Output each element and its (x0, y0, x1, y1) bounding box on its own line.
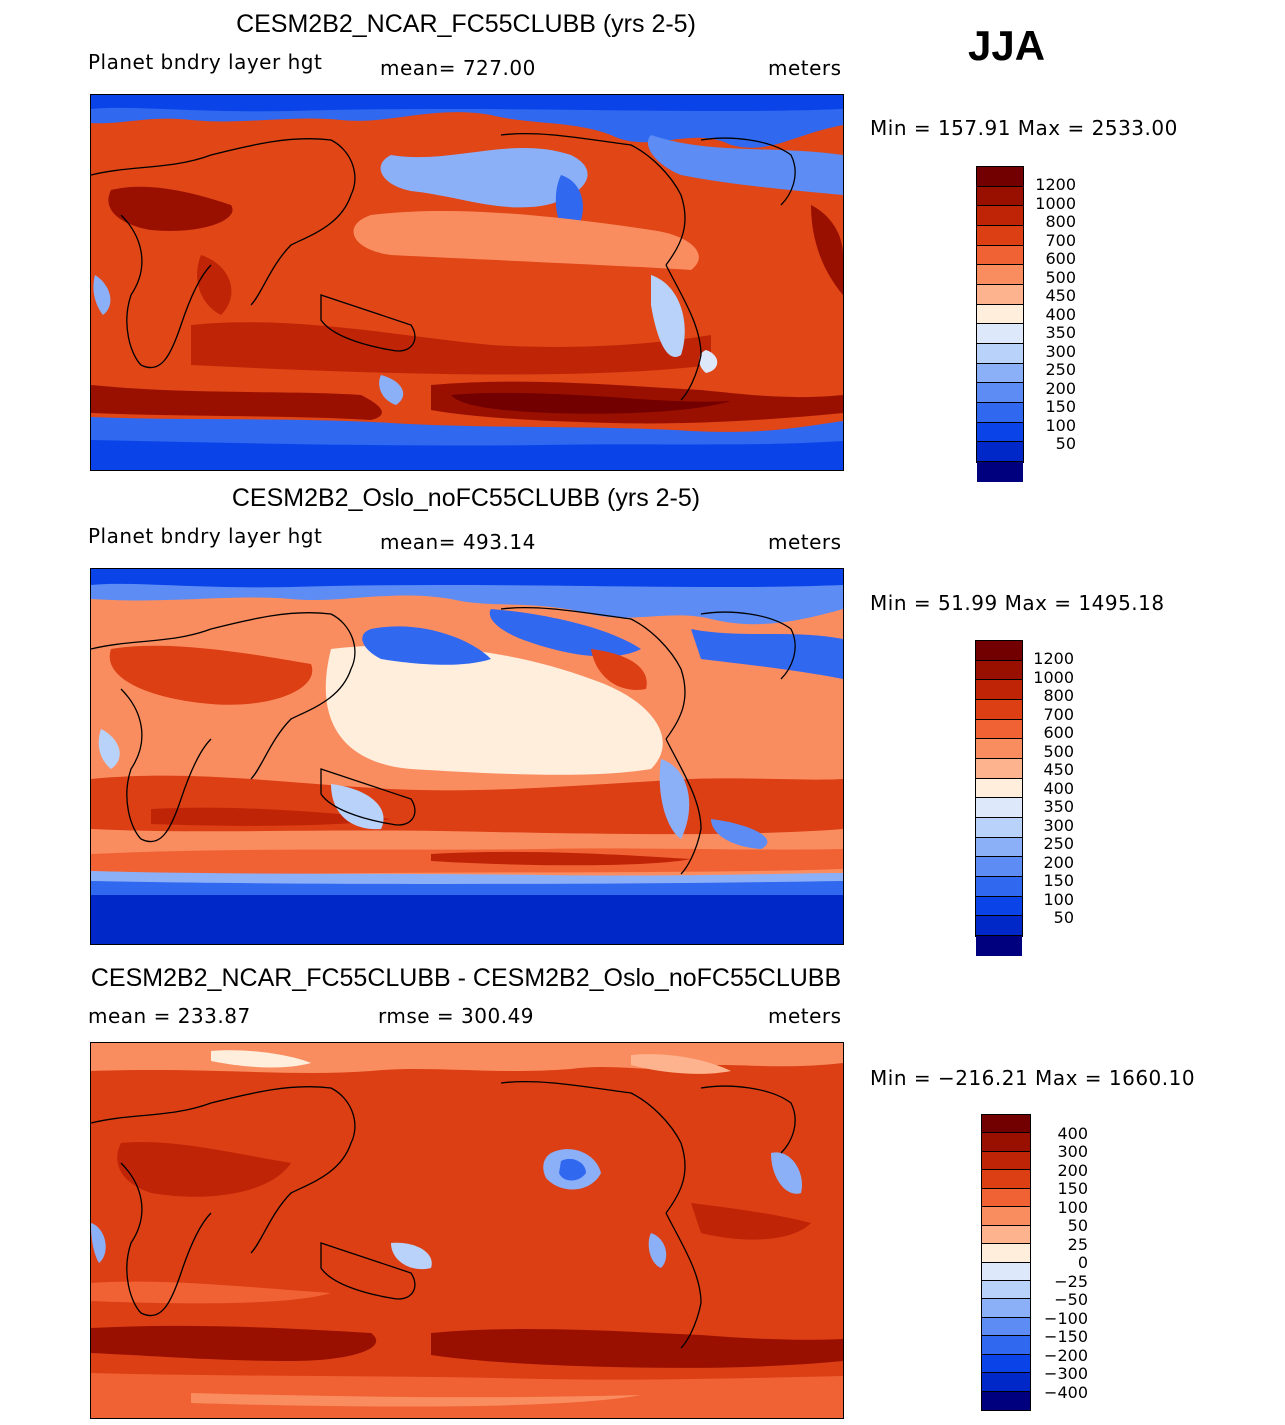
colorbar-tick-label: 300 (1043, 816, 1074, 835)
panel-title: CESM2B2_NCAR_FC55CLUBB (yrs 2-5) (236, 10, 696, 38)
colorbar-tick-label: 400 (1045, 305, 1076, 324)
units-label: meters (768, 56, 842, 80)
colorbar-tick-label: 50 (1067, 1216, 1088, 1235)
colorbar-tick-label: 100 (1045, 416, 1076, 435)
mean-label: mean = 233.87 (88, 1004, 251, 1028)
colorbar-tick-label: 500 (1045, 268, 1076, 287)
colorbar-tick-label: −100 (1044, 1309, 1088, 1328)
colorbar-tick-label: 1000 (1033, 668, 1074, 687)
colorbar-tick-label: 700 (1043, 705, 1074, 724)
colorbar (981, 1114, 1031, 1411)
colorbar-tick-label: −300 (1044, 1364, 1088, 1383)
colorbar-tick-label: 300 (1057, 1142, 1088, 1161)
colorbar-tick-label: 25 (1067, 1235, 1088, 1254)
colorbar-tick-label: 350 (1045, 323, 1076, 342)
contour-map (90, 1042, 844, 1419)
colorbar-tick-label: 0 (1077, 1253, 1088, 1272)
min-max-label: Min = 157.91 Max = 2533.00 (870, 116, 1178, 140)
rmse-label: rmse = 300.49 (378, 1004, 535, 1028)
colorbar-tick-label: 250 (1043, 834, 1074, 853)
colorbar-tick-label: 350 (1043, 797, 1074, 816)
variable-label: Planet bndry layer hgt (88, 524, 323, 548)
colorbar-tick-label: 800 (1043, 686, 1074, 705)
mean-label: mean= 493.14 (380, 530, 536, 554)
min-max-label: Min = −216.21 Max = 1660.10 (870, 1066, 1196, 1090)
colorbar-tick-label: 200 (1045, 379, 1076, 398)
colorbar-tick-label: 450 (1045, 286, 1076, 305)
colorbar (975, 640, 1023, 956)
colorbar-tick-label: 150 (1043, 871, 1074, 890)
colorbar-tick-label: 50 (1055, 434, 1076, 453)
colorbar-tick-label: 100 (1057, 1198, 1088, 1217)
season-label: JJA (968, 22, 1046, 69)
colorbar (976, 166, 1024, 482)
colorbar-tick-label: 200 (1057, 1161, 1088, 1180)
colorbar-tick-label: 700 (1045, 231, 1076, 250)
colorbar-tick-label: 600 (1045, 249, 1076, 268)
colorbar-tick-label: 200 (1043, 853, 1074, 872)
contour-map (90, 94, 844, 471)
colorbar-tick-label: 150 (1045, 397, 1076, 416)
colorbar-tick-label: 1000 (1035, 194, 1076, 213)
colorbar-tick-label: 400 (1043, 779, 1074, 798)
colorbar-tick-label: 800 (1045, 212, 1076, 231)
colorbar-tick-label: 100 (1043, 890, 1074, 909)
colorbar-tick-label: −200 (1044, 1346, 1088, 1365)
colorbar-tick-label: −25 (1054, 1272, 1088, 1291)
colorbar-tick-label: 600 (1043, 723, 1074, 742)
units-label: meters (768, 530, 842, 554)
panel-title: CESM2B2_Oslo_noFC55CLUBB (yrs 2-5) (231, 484, 701, 512)
min-max-label: Min = 51.99 Max = 1495.18 (870, 591, 1165, 615)
colorbar-tick-label: −50 (1054, 1290, 1088, 1309)
mean-label: mean= 727.00 (380, 56, 536, 80)
contour-map (90, 568, 844, 945)
colorbar-tick-label: 400 (1057, 1124, 1088, 1143)
colorbar-tick-label: 300 (1045, 342, 1076, 361)
colorbar-tick-label: 150 (1057, 1179, 1088, 1198)
colorbar-tick-label: −400 (1044, 1383, 1088, 1402)
colorbar-tick-label: 250 (1045, 360, 1076, 379)
panel-title: CESM2B2_NCAR_FC55CLUBB - CESM2B2_Oslo_no… (90, 964, 842, 992)
colorbar-tick-label: 50 (1053, 908, 1074, 927)
colorbar-tick-label: −150 (1044, 1327, 1088, 1346)
colorbar-tick-label: 1200 (1035, 175, 1076, 194)
colorbar-tick-label: 450 (1043, 760, 1074, 779)
colorbar-tick-label: 1200 (1033, 649, 1074, 668)
variable-label: Planet bndry layer hgt (88, 50, 323, 74)
units-label: meters (768, 1004, 842, 1028)
colorbar-tick-label: 500 (1043, 742, 1074, 761)
